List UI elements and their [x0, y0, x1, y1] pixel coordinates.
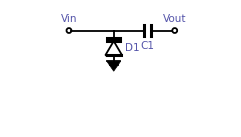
Text: Vout: Vout	[163, 14, 187, 24]
Text: Vin: Vin	[61, 14, 77, 24]
Polygon shape	[107, 62, 120, 71]
Text: C1: C1	[141, 41, 155, 51]
Text: D1: D1	[125, 42, 140, 52]
